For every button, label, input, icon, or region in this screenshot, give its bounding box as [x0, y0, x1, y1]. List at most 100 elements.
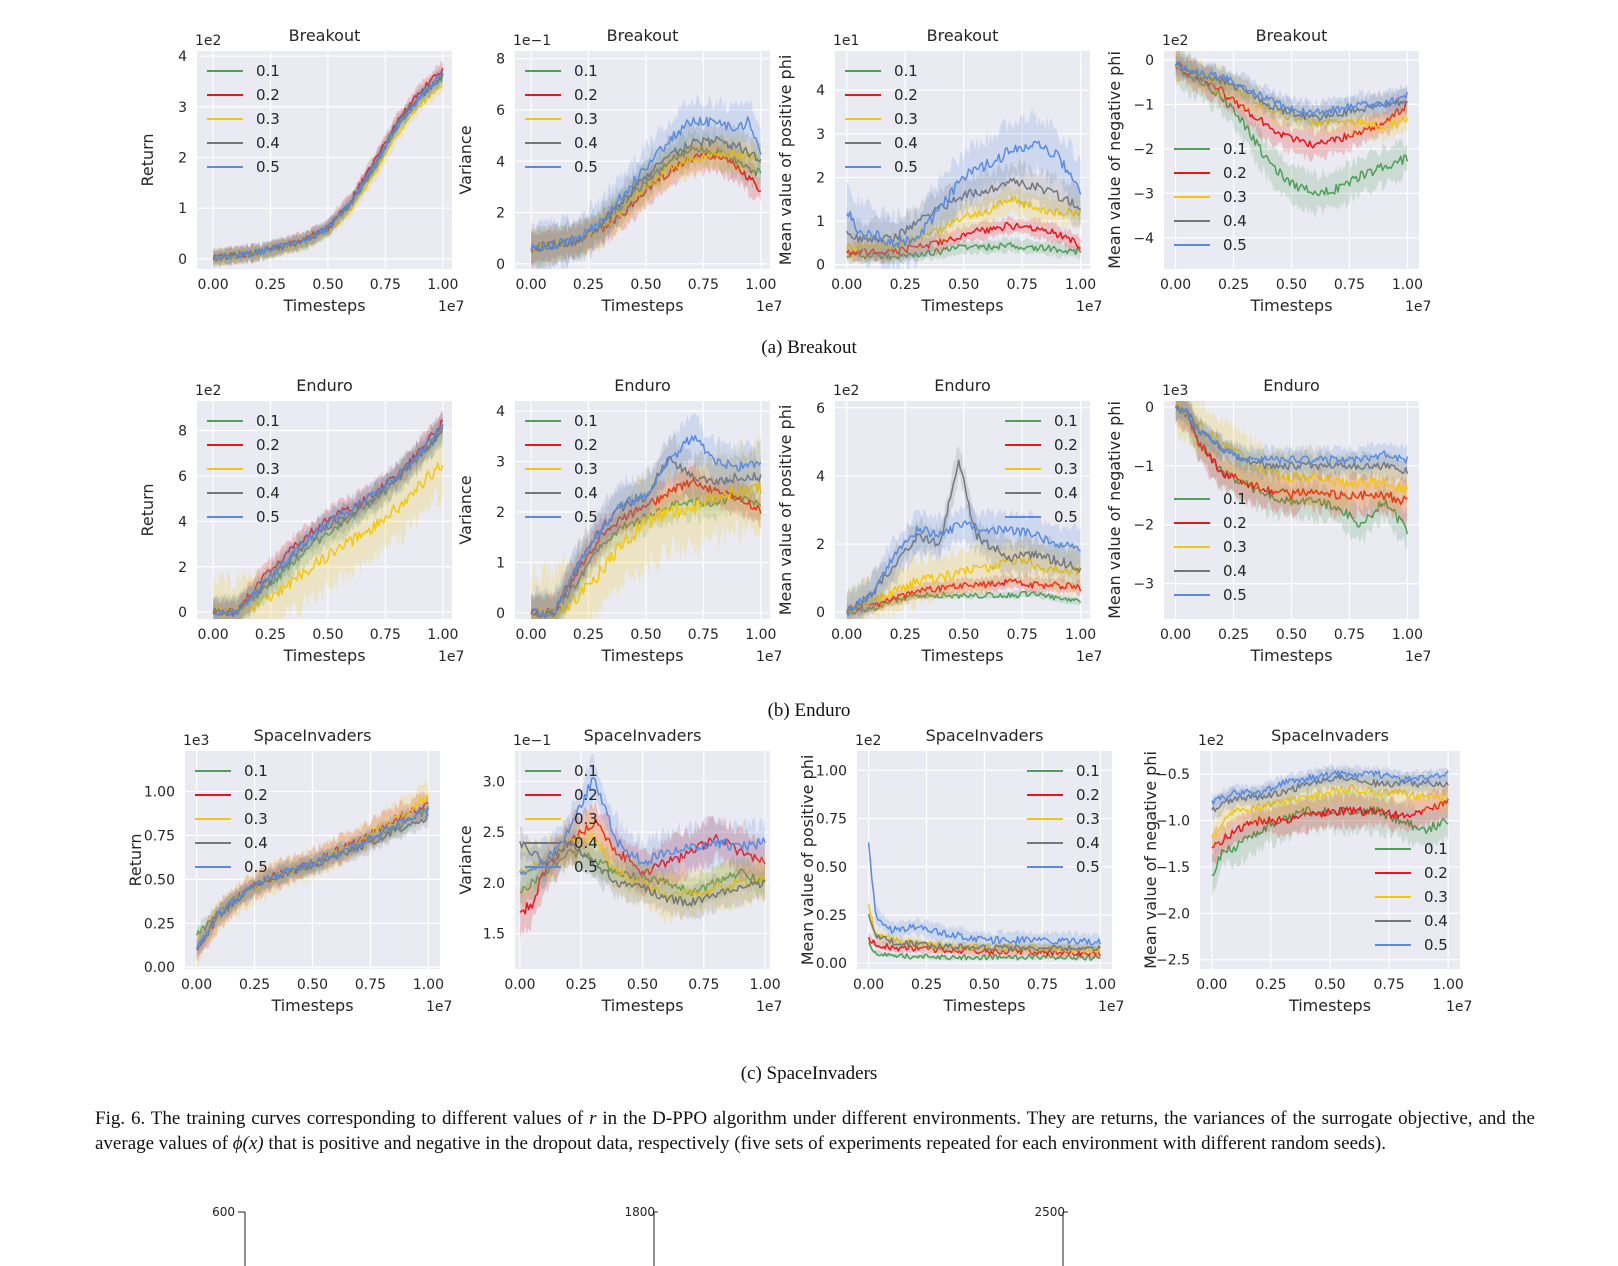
legend-label: 0.3: [1054, 460, 1078, 478]
series-band-0.4: [213, 411, 443, 619]
chart-title: SpaceInvaders: [1271, 726, 1389, 745]
below-fold-y-tick: 1800: [624, 1205, 655, 1219]
y-tick-label: 4: [178, 514, 187, 530]
legend-label: 0.5: [1223, 236, 1247, 254]
x-tick-label: 0.25: [573, 627, 604, 643]
x-tick-label: 0.25: [255, 277, 286, 293]
y-tick-label: 1: [178, 201, 187, 217]
legend: 0.1 0.2 0.3 0.4 0.5: [1174, 140, 1247, 254]
series-band-0.5: [846, 107, 1081, 269]
series-line-0.5: [846, 140, 1082, 249]
chart-panel-7: 0.00 0.25 0.50 0.75 1.00 0 2 4 6 Enduro Timesteps M…: [776, 376, 1102, 665]
legend-label: 0.4: [574, 484, 598, 502]
series-line-0.4: [519, 840, 766, 907]
legend-label: 0.2: [256, 86, 280, 104]
plot-area: [845, 107, 1082, 269]
chart-panel-9: 0.00 0.25 0.50 0.75 1.00 0.00 0.25 0.50 0.75 1.00…: [126, 726, 452, 1015]
legend-label: 0.5: [574, 508, 598, 526]
y-tick-label: 2.0: [483, 876, 505, 892]
x-tick-label: 1.00: [745, 627, 776, 643]
x-tick-label: 0.75: [688, 977, 719, 993]
chart-title: SpaceInvaders: [926, 726, 1044, 745]
chart-panel-2: 0.00 0.25 0.50 0.75 1.00 0 2 4 6 8 Breakout Timeste…: [456, 26, 782, 315]
x-offset-label: 1e7: [438, 299, 464, 315]
legend-label: 0.1: [1424, 840, 1448, 858]
plot-area: [1211, 763, 1449, 898]
x-tick-label: 0.50: [948, 277, 979, 293]
series-band-0.5: [531, 412, 761, 619]
subcaption-b: (b) Enduro: [767, 700, 851, 721]
y-offset-label: 1e2: [855, 733, 881, 749]
x-axis-label: Timesteps: [920, 646, 1003, 665]
x-tick-label: 0.50: [969, 977, 1000, 993]
series-line-0.5: [530, 116, 762, 252]
y-tick-label: 1.00: [816, 763, 847, 779]
x-tick-label: 0.75: [1334, 277, 1365, 293]
series-band-0.5: [519, 753, 766, 898]
y-tick-label: 0: [816, 605, 825, 621]
legend-label: 0.3: [1223, 538, 1247, 556]
below-fold-y-tick: 600: [212, 1205, 235, 1219]
y-tick-label: 4: [816, 83, 825, 99]
y-tick-label: 4: [496, 404, 505, 420]
series-line-0.3: [212, 462, 444, 619]
series-band-0.2: [1175, 51, 1408, 162]
legend-label: 0.1: [574, 412, 598, 430]
series-line-0.3: [846, 556, 1081, 614]
legend-label: 0.4: [574, 834, 598, 852]
x-offset-label: 1e7: [1446, 999, 1472, 1015]
legend: 0.1 0.2 0.3 0.4 0.5: [845, 62, 918, 176]
y-tick-label: −4: [1133, 231, 1154, 247]
y-tick-label: 1.5: [483, 927, 505, 943]
legend: 0.1 0.2 0.3 0.4 0.5: [207, 62, 280, 176]
legend-label: 0.4: [256, 134, 280, 152]
y-axis-label: Return: [138, 133, 157, 186]
y-tick-label: 3: [816, 127, 825, 143]
series-line-0.4: [867, 913, 1101, 952]
series-band-0.3: [196, 780, 429, 969]
legend-label: 0.4: [1076, 834, 1100, 852]
plot-area: [1174, 401, 1409, 550]
x-tick-label: 1.00: [1433, 977, 1464, 993]
caption-label: Fig. 6.: [95, 1108, 146, 1129]
legend-label: 0.3: [574, 460, 598, 478]
legend-label: 0.4: [894, 134, 918, 152]
legend-label: 0.5: [244, 858, 268, 876]
x-offset-label: 1e7: [1405, 649, 1431, 665]
x-tick-label: 0.50: [630, 277, 661, 293]
x-tick-label: 0.00: [197, 627, 228, 643]
series-band-0.4: [1175, 51, 1408, 133]
y-tick-label: −1: [1133, 459, 1154, 475]
x-tick-label: 0.75: [1007, 277, 1038, 293]
chart-title: SpaceInvaders: [584, 726, 702, 745]
chart-panel-11: 0.00 0.25 0.50 0.75 1.00 0.00 0.25 0.50 0.75 1.00…: [798, 726, 1124, 1015]
y-offset-label: 1e1: [833, 33, 859, 49]
series-band-0.1: [531, 478, 761, 619]
x-tick-label: 1.00: [750, 977, 781, 993]
y-tick-label: 3: [496, 455, 505, 471]
legend-label: 0.4: [256, 484, 280, 502]
series-band-0.2: [519, 800, 766, 941]
series-line-0.4: [1211, 774, 1449, 813]
series-band-0.4: [196, 806, 429, 961]
legend-label: 0.3: [256, 110, 280, 128]
y-tick-label: 0: [816, 258, 825, 274]
y-tick-label: 0: [178, 605, 187, 621]
x-tick-label: 0.50: [630, 627, 661, 643]
legend-label: 0.3: [256, 460, 280, 478]
y-tick-label: 3: [178, 100, 187, 116]
series-band-0.5: [868, 838, 1101, 952]
x-axis-label: Timesteps: [282, 296, 365, 315]
y-tick-label: −2: [1133, 142, 1154, 158]
series-line-0.1: [1174, 61, 1409, 197]
legend: 0.1 0.2 0.3 0.4 0.5: [525, 412, 598, 526]
series-band-0.3: [846, 534, 1081, 619]
x-tick-label: 0.00: [853, 977, 884, 993]
x-tick-label: 0.25: [890, 627, 921, 643]
y-tick-label: 3.0: [483, 774, 505, 790]
y-tick-label: 2.5: [483, 825, 505, 841]
y-tick-label: −2.0: [1156, 906, 1190, 922]
y-tick-label: 2: [496, 206, 505, 222]
series-line-0.5: [519, 777, 766, 876]
x-tick-label: 0.00: [197, 277, 228, 293]
